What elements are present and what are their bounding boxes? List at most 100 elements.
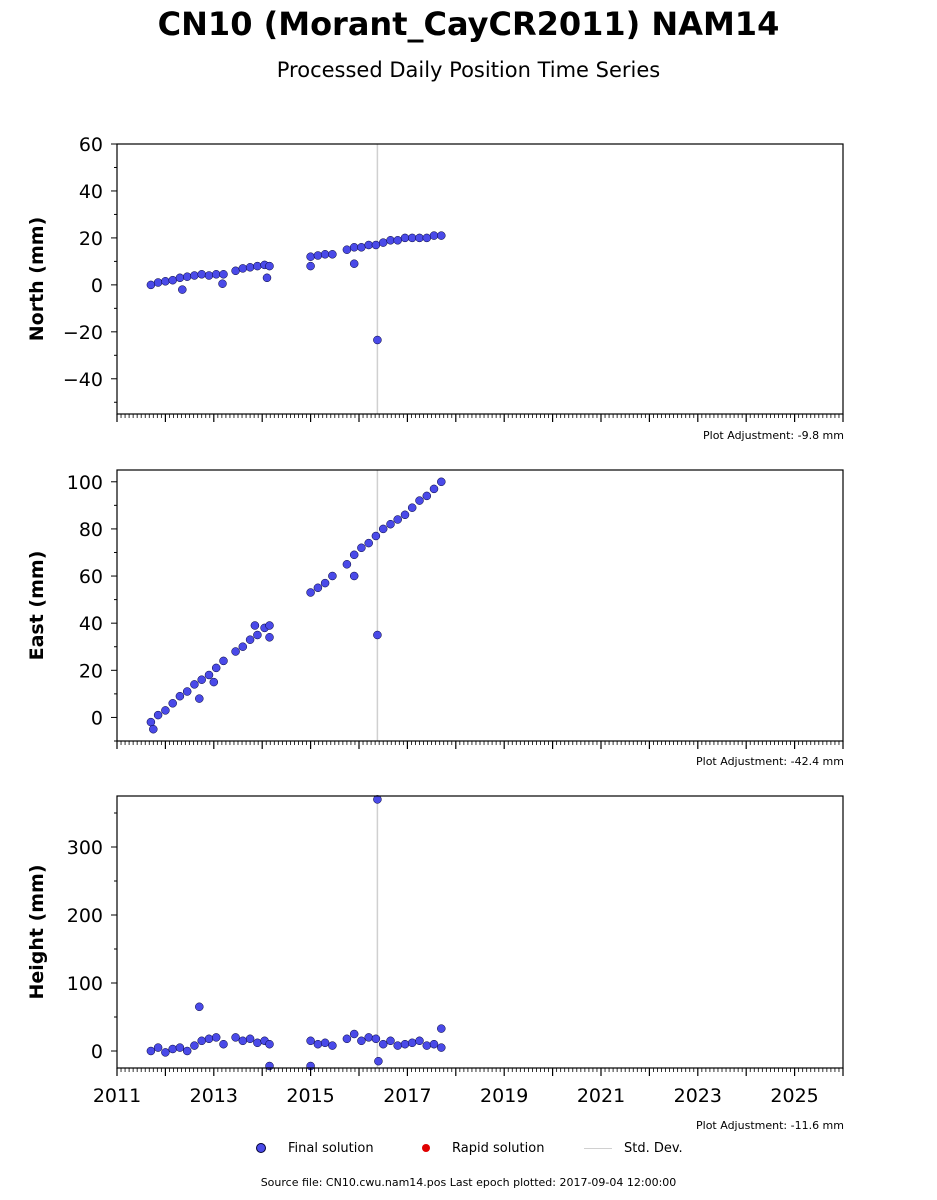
height-data-point — [393, 1041, 402, 1050]
east-data-point — [219, 656, 228, 666]
east-data-point — [190, 680, 199, 689]
east-y-tick-label: 20 — [79, 660, 103, 682]
height-y-tick-label: 0 — [91, 1041, 103, 1063]
legend-final-marker — [256, 1143, 266, 1153]
north-data-point — [306, 261, 315, 271]
east-data-point — [265, 633, 274, 642]
x-tick-label: 2011 — [93, 1085, 141, 1107]
north-data-point — [238, 264, 248, 273]
height-data-point — [204, 1034, 214, 1044]
north-data-point — [306, 252, 315, 261]
north-plot-frame — [116, 143, 844, 415]
height-data-point — [161, 1048, 170, 1057]
height-data-point — [349, 1029, 359, 1039]
east-data-point — [400, 510, 410, 520]
north-data-point — [378, 238, 388, 247]
north-plot-adjustment: Plot Adjustment: -9.8 mm — [703, 429, 844, 442]
height-data-point — [306, 1036, 315, 1046]
north-data-point — [328, 250, 337, 259]
east-data-point — [231, 647, 240, 656]
north-data-point — [175, 273, 185, 283]
east-data-point — [265, 621, 274, 630]
east-data-point — [429, 484, 439, 494]
north-data-point — [219, 270, 228, 279]
north-data-point — [178, 285, 187, 294]
height-data-point — [407, 1038, 417, 1048]
height-data-point — [422, 1041, 432, 1050]
legend: Final solution Rapid solution Std. Dev. — [0, 1138, 937, 1158]
east-y-tick-label: 100 — [67, 472, 103, 494]
north-data-point — [437, 231, 446, 240]
height-data-point — [313, 1039, 323, 1049]
legend-std-dev-line — [584, 1147, 612, 1149]
height-y-tick-label: 100 — [67, 973, 103, 995]
east-plot-adjustment: Plot Adjustment: -42.4 mm — [696, 755, 844, 768]
east-data-point — [211, 663, 221, 673]
height-data-point — [245, 1034, 255, 1044]
east-data-point — [328, 571, 337, 581]
height-data-point — [265, 1039, 274, 1049]
height-plot-frame — [116, 795, 844, 1069]
north-data-point — [204, 271, 214, 280]
height-data-point — [253, 1038, 262, 1048]
height-y-tick-label: 300 — [67, 837, 103, 859]
north-y-axis-label: North (mm) — [26, 217, 48, 342]
height-data-point — [197, 1036, 206, 1046]
north-data-point — [373, 335, 382, 345]
north-data-point — [349, 243, 359, 252]
source-footer: Source file: CN10.cwu.nam14.pos Last epo… — [260, 1176, 677, 1189]
east-data-point — [238, 642, 248, 651]
east-data-point — [386, 519, 395, 529]
east-y-tick-label: 80 — [79, 519, 103, 541]
east-data-point — [422, 491, 432, 501]
chart-subtitle: Processed Daily Position Time Series — [276, 58, 661, 82]
height-data-point — [342, 1034, 352, 1044]
height-data-point — [168, 1044, 177, 1054]
north-data-point — [349, 259, 359, 268]
height-data-point — [153, 1043, 163, 1052]
height-data-point — [190, 1041, 199, 1050]
north-data-point — [422, 233, 432, 243]
height-y-tick-label: 200 — [67, 905, 103, 927]
x-tick-label: 2025 — [770, 1085, 818, 1107]
east-y-axis-label: East (mm) — [26, 551, 48, 661]
height-data-point — [373, 795, 382, 804]
east-data-point — [146, 717, 156, 727]
east-data-point — [253, 630, 262, 640]
north-data-point — [342, 245, 352, 254]
height-y-axis-label: Height (mm) — [26, 864, 48, 999]
legend-final-solution: Final solution — [256, 1138, 374, 1158]
north-data-point — [429, 231, 439, 240]
height-data-point — [265, 1061, 274, 1071]
height-data-point — [357, 1036, 366, 1046]
east-plot-frame — [116, 469, 844, 742]
north-data-point — [371, 240, 381, 250]
east-data-point — [182, 687, 192, 696]
north-data-point — [231, 266, 240, 276]
x-tick-label: 2023 — [674, 1085, 722, 1107]
north-data-point — [153, 278, 163, 287]
height-data-point — [175, 1043, 185, 1052]
x-tick-label: 2019 — [480, 1085, 528, 1107]
height-data-point — [195, 1002, 204, 1012]
north-data-point — [245, 263, 255, 272]
east-data-point — [407, 503, 417, 512]
north-data-point — [415, 233, 424, 243]
north-data-point — [400, 233, 410, 243]
east-data-point — [320, 578, 330, 588]
east-data-point — [204, 670, 214, 680]
north-data-point — [320, 250, 330, 259]
east-data-point — [209, 677, 219, 687]
east-y-tick-label: 0 — [91, 707, 103, 729]
east-data-point — [313, 583, 323, 593]
east-data-point — [149, 724, 158, 734]
north-y-tick-label: −20 — [63, 322, 103, 344]
north-data-point — [386, 236, 395, 245]
east-data-point — [306, 588, 315, 597]
height-data-point — [320, 1038, 330, 1048]
legend-std-dev: Std. Dev. — [584, 1138, 683, 1158]
east-y-tick-label: 40 — [79, 613, 103, 635]
north-y-tick-label: 60 — [79, 134, 103, 156]
north-data-point — [190, 271, 199, 280]
